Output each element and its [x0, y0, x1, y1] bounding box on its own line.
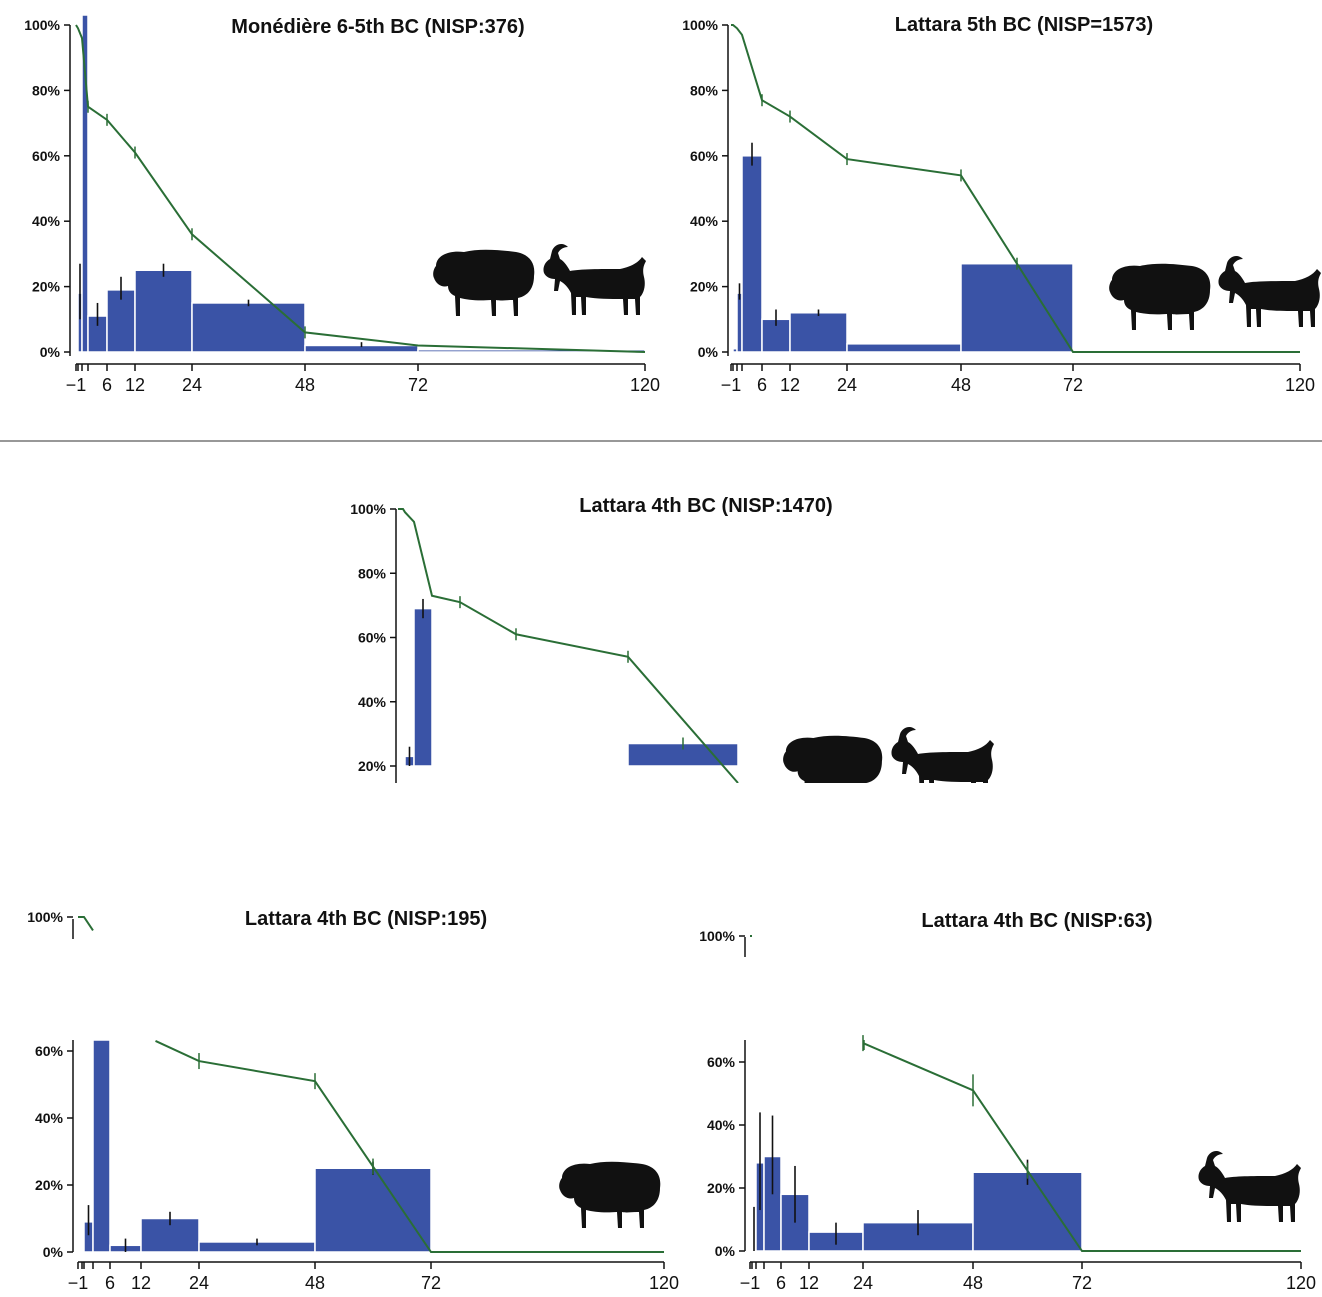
y-tick-label: 40%	[358, 694, 387, 710]
y-tick-label: 20%	[690, 279, 719, 295]
x-tick-label: 48	[963, 1273, 983, 1293]
panel-lattara-4th-1470: Lattara 4th BC (NISP:1470) 20% 40% 60% 80% 1…	[350, 495, 1080, 823]
x-tick-label: 48	[305, 1273, 325, 1293]
y-tick-label: 40%	[32, 213, 61, 229]
y-tick-label: 100%	[699, 928, 735, 944]
y-tick-label: 0%	[43, 1244, 64, 1260]
bar	[413, 607, 433, 767]
panel-lattara-4th-63: Lattara 4th BC (NISP:63) 0% 20% 40% 60% 100%…	[699, 910, 1316, 1293]
x-tick-label: 24	[853, 1273, 873, 1293]
bar	[789, 312, 848, 353]
x-tick-label: 12	[799, 1273, 819, 1293]
goat-icon	[1198, 1151, 1301, 1222]
y-tick-label: 60%	[707, 1054, 736, 1070]
bar	[92, 1039, 111, 1253]
y-tick-label: 60%	[35, 1043, 64, 1059]
y-tick-label: 40%	[35, 1110, 64, 1126]
goat-icon	[1218, 256, 1321, 327]
bar	[972, 1171, 1083, 1252]
chart-title: Lattara 4th BC (NISP:1470)	[579, 495, 832, 517]
x-tick-label: 48	[295, 375, 315, 395]
survival-line	[398, 508, 739, 784]
y-tick-label: 100%	[24, 17, 60, 33]
chart-title: Lattara 4th BC (NISP:63)	[921, 910, 1152, 932]
x-tick-label: −1	[68, 1273, 89, 1293]
x-tick-label: −1	[66, 375, 87, 395]
survival-line	[78, 916, 94, 931]
x-tick-label: 12	[131, 1273, 151, 1293]
x-tick-label: 72	[1063, 375, 1083, 395]
y-tick-label: 0%	[715, 1243, 736, 1259]
bar	[741, 155, 763, 353]
y-tick-label: 80%	[690, 82, 719, 98]
y-tick-label: 80%	[32, 82, 61, 98]
x-tick-label: 6	[105, 1273, 115, 1293]
y-tick-label: 40%	[707, 1117, 736, 1133]
x-tick-label: 6	[757, 375, 767, 395]
x-tick-label: 12	[780, 375, 800, 395]
chart-title: Monédière 6-5th BC (NISP:376)	[231, 16, 524, 38]
y-tick-label: 100%	[350, 501, 386, 517]
chart-title: Lattara 5th BC (NISP=1573)	[895, 14, 1153, 36]
bar	[846, 343, 962, 353]
x-tick-label: 120	[630, 375, 660, 395]
bar	[191, 302, 306, 353]
x-tick-label: 24	[189, 1273, 209, 1293]
y-tick-label: 100%	[682, 17, 718, 33]
x-tick-label: 72	[421, 1273, 441, 1293]
survival-line	[155, 1040, 664, 1253]
survival-line	[75, 24, 646, 353]
bar	[134, 269, 193, 353]
y-tick-label: 40%	[690, 213, 719, 229]
bar	[314, 1167, 432, 1253]
bar	[960, 262, 1074, 353]
x-tick-label: 24	[837, 375, 857, 395]
y-tick-label: 80%	[358, 565, 387, 581]
panel-lattara-5th: Lattara 5th BC (NISP=1573) 0% 20% 40% 60% 80…	[682, 14, 1321, 395]
x-tick-label: 48	[951, 375, 971, 395]
y-tick-label: 20%	[358, 758, 387, 774]
bar	[81, 14, 89, 353]
x-tick-label: −1	[721, 375, 742, 395]
x-tick-label: 6	[776, 1273, 786, 1293]
sheep-icon	[433, 249, 535, 316]
x-tick-label: 12	[125, 375, 145, 395]
y-tick-label: 20%	[35, 1177, 64, 1193]
x-tick-label: 120	[649, 1273, 679, 1293]
x-tick-label: 6	[102, 375, 112, 395]
y-tick-label: 0%	[698, 344, 719, 360]
sheep-icon	[559, 1161, 661, 1228]
y-tick-label: 20%	[707, 1180, 736, 1196]
panel-monediere: Monédière 6-5th BC (NISP:376) 0% 20% 40% 60…	[24, 14, 660, 395]
y-tick-label: 0%	[40, 344, 61, 360]
y-tick-label: 100%	[27, 909, 63, 925]
y-tick-label: 60%	[32, 148, 61, 164]
y-tick-label: 20%	[32, 279, 61, 295]
x-tick-label: 72	[1072, 1273, 1092, 1293]
x-tick-label: 72	[408, 375, 428, 395]
y-tick-label: 60%	[358, 630, 387, 646]
x-tick-label: 24	[182, 375, 202, 395]
goat-icon	[543, 244, 646, 315]
sheep-icon	[1109, 263, 1211, 330]
panel-lattara-4th-195: Lattara 4th BC (NISP:195) 0% 20% 40% 60% 100…	[27, 908, 679, 1293]
crop-mask	[380, 783, 1080, 823]
x-tick-label: 120	[1286, 1273, 1316, 1293]
chart-title: Lattara 4th BC (NISP:195)	[245, 908, 487, 930]
y-tick-label: 60%	[690, 148, 719, 164]
x-tick-label: −1	[740, 1273, 761, 1293]
x-tick-label: 120	[1285, 375, 1315, 395]
